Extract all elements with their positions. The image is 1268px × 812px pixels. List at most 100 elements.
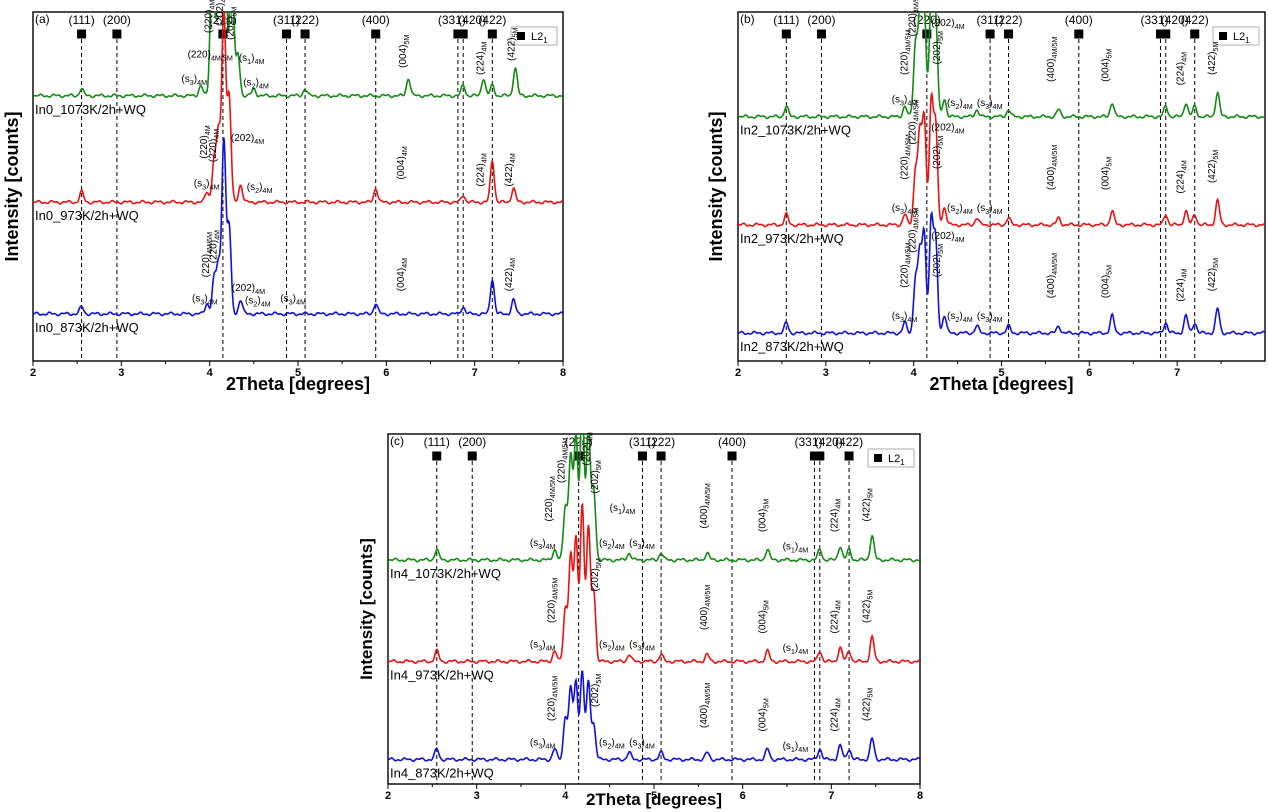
peak-annotation: (004)5M xyxy=(758,698,771,731)
reference-marker xyxy=(77,29,87,39)
x-tick-label: 3 xyxy=(474,790,480,802)
x-tick-label: 7 xyxy=(472,367,478,379)
peak-annotation: (422)4M xyxy=(504,153,517,186)
peak-annotation: (202)4M xyxy=(931,123,964,136)
reference-label: (222) xyxy=(995,13,1023,27)
legend-box xyxy=(867,448,915,468)
series-line-138a13 xyxy=(33,12,563,99)
peak-annotation: (s3)4M xyxy=(977,311,1003,324)
peak-annotation: (220)4M/5M xyxy=(556,438,569,483)
peak-annotation: (004)4M xyxy=(396,258,409,291)
x-tick-label: 6 xyxy=(1086,367,1092,379)
series-label: In0_1073K/2h+WQ xyxy=(35,102,146,117)
x-tick-label: 8 xyxy=(560,367,566,379)
x-tick-label: 4 xyxy=(562,790,569,802)
peak-annotation: (220)4M/5M xyxy=(900,242,913,287)
peak-annotation: (s1)4M xyxy=(783,741,809,754)
reference-label: (420) xyxy=(458,13,486,27)
legend-box xyxy=(1212,26,1260,46)
peak-annotation: (224)4M xyxy=(830,499,843,532)
peak-annotation: (s1)4M xyxy=(610,503,636,516)
peak-annotation: (202)5M xyxy=(932,136,945,169)
reference-marker xyxy=(1190,29,1200,39)
reference-label: (420) xyxy=(815,435,843,449)
peak-annotation: (220)4M/5M xyxy=(544,476,557,521)
x-tick-label: 7 xyxy=(828,790,834,802)
peak-annotation: (s3)4M xyxy=(629,640,655,653)
peak-annotation: (s3)4M xyxy=(530,738,556,751)
reference-label: (422) xyxy=(478,13,506,27)
y-axis-label: Intensity [counts] xyxy=(357,538,376,680)
series-label: In2_1073K/2h+WQ xyxy=(740,123,851,138)
legend-label: L21 xyxy=(1233,31,1250,45)
x-axis-label: 2Theta [degrees] xyxy=(929,374,1073,394)
panel-label: (b) xyxy=(740,12,755,26)
series-label: In0_873K/2h+WQ xyxy=(35,320,139,335)
peak-annotation: (400)4M/5M xyxy=(1046,145,1059,190)
panel-label: (c) xyxy=(390,434,404,448)
chart-panel-a: 2 3 4 5 6 7 8 2Theta [degrees] Intensity [counts… xyxy=(2,0,566,394)
reference-lines: (111) (200) (220) (311)(222) (400) (331)(420)… xyxy=(68,13,506,361)
series-line-e81212 xyxy=(738,90,1265,228)
peak-annotation: (004)5M xyxy=(758,499,771,532)
series-label: In0_973K/2h+WQ xyxy=(35,208,139,223)
series-label: In2_873K/2h+WQ xyxy=(740,339,844,354)
y-axis-label: Intensity [counts] xyxy=(706,111,726,261)
reference-label: (111) xyxy=(68,13,94,27)
legend: L21 xyxy=(1212,26,1260,46)
series-line-138a13 xyxy=(738,12,1265,120)
peak-annotation: (s3)4M xyxy=(892,203,918,216)
peak-annotation: (220)4M/5M xyxy=(188,49,233,62)
x-tick-label: 7 xyxy=(1174,367,1180,379)
reference-label: (200) xyxy=(103,13,131,27)
peak-annotation: (224)4M xyxy=(476,153,489,186)
x-axis-label: 2Theta [degrees] xyxy=(226,374,370,394)
series-line-1010dc xyxy=(33,137,563,317)
traces xyxy=(388,434,920,763)
peak-annotation: (422)4M xyxy=(504,258,517,291)
peak-annotation: (s3)4M xyxy=(181,74,207,87)
peak-annotation: (224)4M xyxy=(1175,268,1188,301)
peak-annotation: (202)4M xyxy=(581,432,594,465)
traces xyxy=(738,12,1265,336)
peak-annotation: (422)5M xyxy=(861,488,874,521)
peak-annotation: (220)4M/5M xyxy=(907,207,920,252)
reference-label: (222) xyxy=(647,435,675,449)
reference-marker xyxy=(467,451,477,461)
reference-label: (311) xyxy=(273,13,300,27)
peak-annotations: (220)4M/5M(s3)4M(220)4M/5M(202)4M(202)5M… xyxy=(181,0,519,308)
legend-marker xyxy=(517,32,525,40)
reference-label: (111) xyxy=(424,435,450,449)
reference-marker xyxy=(1161,29,1171,39)
reference-marker xyxy=(1155,29,1165,39)
series-line-138a13 xyxy=(388,434,920,563)
peak-annotation: (422)5M xyxy=(1207,41,1220,74)
peak-annotation: (220)4M/5M xyxy=(203,0,216,33)
peak-annotation: (224)4M xyxy=(1175,160,1188,193)
peak-annotation: (400)4M/5M xyxy=(1046,253,1059,298)
reference-marker xyxy=(282,29,292,39)
reference-marker xyxy=(300,29,310,39)
traces xyxy=(33,12,563,317)
peak-annotation: (s3)4M xyxy=(629,538,655,551)
series-line-1010dc xyxy=(388,670,920,763)
peak-annotation: (004)5M xyxy=(1101,265,1114,298)
reference-label: (111) xyxy=(773,13,799,27)
peak-annotation: (004)5M xyxy=(1101,48,1114,81)
peak-annotation: (s3)4M xyxy=(629,738,655,751)
peak-annotation: (422)5M xyxy=(861,590,874,623)
peak-annotation: (220)4M/5M xyxy=(907,99,920,144)
panel-label: (a) xyxy=(35,12,50,26)
peak-annotation: (004)5M xyxy=(398,34,411,67)
reference-marker xyxy=(453,29,463,39)
chart-panel-c: 2 3 4 5 6 7 8 2Theta [degrees] Intensity [counts… xyxy=(357,432,923,809)
y-axis-label: Intensity [counts] xyxy=(2,111,22,261)
peak-annotation: (224)4M xyxy=(476,41,489,74)
reference-label: (222) xyxy=(291,13,319,27)
reference-marker xyxy=(487,29,497,39)
reference-marker xyxy=(922,29,932,39)
reference-marker xyxy=(985,29,995,39)
peak-annotation: (202)5M xyxy=(932,244,945,277)
peak-annotation: (400)4M/5M xyxy=(699,483,712,528)
legend-box xyxy=(510,26,558,46)
